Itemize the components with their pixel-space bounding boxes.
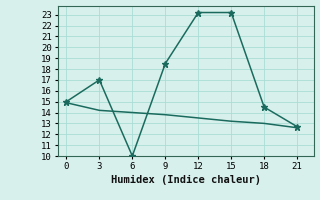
X-axis label: Humidex (Indice chaleur): Humidex (Indice chaleur) — [111, 175, 260, 185]
